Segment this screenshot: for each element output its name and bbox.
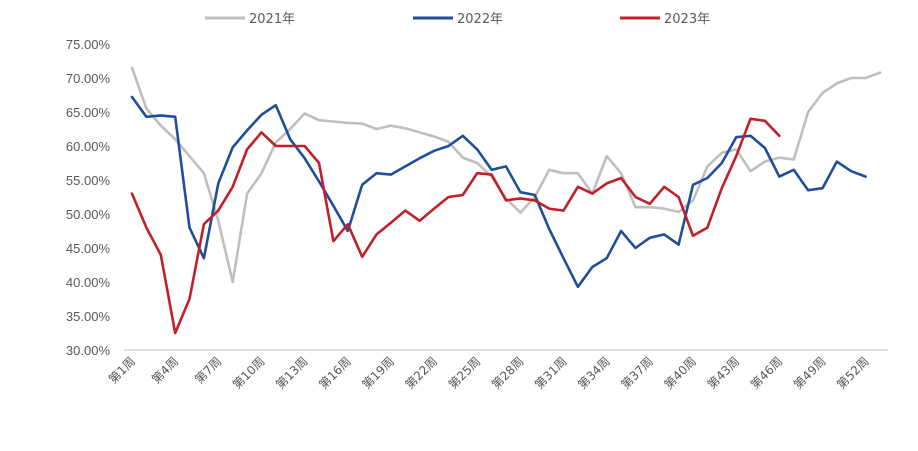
y-tick-label: 45.00% bbox=[66, 241, 111, 256]
x-tick-label: 第16周 bbox=[316, 354, 354, 392]
x-tick-label: 第10周 bbox=[230, 354, 268, 392]
y-tick-label: 50.00% bbox=[66, 207, 111, 222]
legend-label: 2023年 bbox=[664, 12, 710, 27]
legend-label: 2022年 bbox=[457, 12, 503, 27]
x-axis-tick-labels: 第1周 第4周 第7周 第10周 第13周 第16周 第19周 第22周 第25周 第28周 第31… bbox=[106, 354, 872, 392]
x-tick-label: 第52周 bbox=[834, 354, 872, 392]
series-line-0 bbox=[130, 66, 882, 284]
y-tick-label: 60.00% bbox=[66, 139, 111, 154]
series-line-1 bbox=[130, 95, 867, 289]
y-tick-label: 75.00% bbox=[66, 37, 111, 52]
series-lines bbox=[130, 66, 882, 335]
y-tick-label: 30.00% bbox=[66, 343, 111, 358]
x-tick-label: 第28周 bbox=[489, 354, 527, 392]
y-tick-label: 40.00% bbox=[66, 275, 111, 290]
y-tick-label: 70.00% bbox=[66, 71, 111, 86]
legend: 2021年 2022年 2023年 bbox=[205, 12, 710, 27]
x-tick-label: 第22周 bbox=[403, 354, 441, 392]
x-tick-label: 第4周 bbox=[149, 354, 181, 386]
x-tick-label: 第34周 bbox=[575, 354, 613, 392]
y-tick-label: 65.00% bbox=[66, 105, 111, 120]
x-tick-label: 第19周 bbox=[359, 354, 397, 392]
x-tick-label: 第13周 bbox=[273, 354, 311, 392]
legend-label: 2021年 bbox=[249, 12, 295, 27]
x-tick-label: 第7周 bbox=[192, 354, 224, 386]
y-tick-label: 55.00% bbox=[66, 173, 111, 188]
y-tick-label: 35.00% bbox=[66, 309, 111, 324]
x-tick-label: 第25周 bbox=[446, 354, 484, 392]
y-axis-tick-labels: 30.00% 35.00% 40.00% 45.00% 50.00% 55.00% 60.0… bbox=[66, 37, 111, 358]
x-tick-label: 第43周 bbox=[705, 354, 743, 392]
x-tick-label: 第46周 bbox=[748, 354, 786, 392]
x-tick-label: 第1周 bbox=[106, 354, 138, 386]
x-tick-label: 第40周 bbox=[661, 354, 699, 392]
x-tick-label: 第37周 bbox=[618, 354, 656, 392]
series-line-2 bbox=[130, 117, 781, 335]
x-tick-label: 第49周 bbox=[791, 354, 829, 392]
x-tick-label: 第31周 bbox=[532, 354, 570, 392]
